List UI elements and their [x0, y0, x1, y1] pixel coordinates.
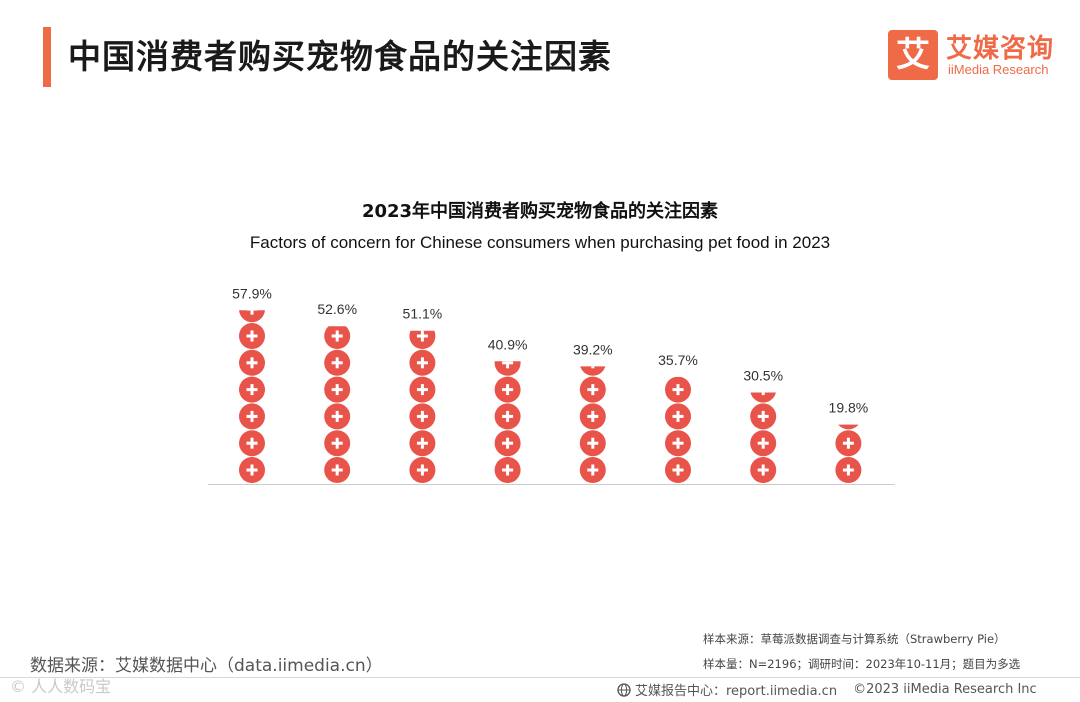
plus-icon-v [420, 357, 424, 369]
plus-icon-v [676, 384, 680, 396]
sample-size-note: 样本量：N=2196；调研时间：2023年10-11月；题目为多选 [703, 657, 1021, 671]
title-accent-bar [43, 27, 51, 87]
plus-icon-v [591, 464, 595, 476]
bar-icon-circle [239, 310, 265, 323]
data-label-8: 19.8% [829, 400, 869, 416]
plus-icon-v [335, 464, 339, 476]
report-center-link[interactable]: 艾媒报告中心：report.iimedia.cn [635, 684, 838, 699]
bar-5 [579, 361, 606, 483]
plus-icon-v [676, 464, 680, 476]
bar-6 [665, 376, 691, 483]
plus-icon-v [676, 437, 680, 449]
plus-icon-v [591, 410, 595, 422]
plus-icon-v [761, 464, 765, 476]
bar-icon-circle [838, 424, 859, 430]
plus-icon-v [846, 437, 850, 449]
bar-4 [494, 361, 521, 483]
logo-cn-text: 艾媒咨询 [946, 34, 1055, 64]
plus-icon-v [250, 310, 254, 315]
plus-icon-v [591, 384, 595, 396]
plus-icon-v [761, 392, 765, 396]
data-label-6: 35.7% [658, 352, 698, 368]
data-label-5: 39.2% [573, 341, 613, 357]
chart-subtitle: Factors of concern for Chinese consumers… [249, 233, 831, 252]
plus-icon-v [846, 464, 850, 476]
bar-1 [239, 310, 265, 483]
plus-icon-v [506, 464, 510, 476]
bar-8 [835, 424, 862, 483]
bar-icon-circle [750, 392, 776, 403]
footer-credit: 艾媒报告中心：report.iimedia.cn ©2023 iiMedia R… [617, 680, 1037, 699]
chart-title: 2023年中国消费者购买宠物食品的关注因素 [361, 201, 719, 222]
plus-icon-v [506, 361, 510, 369]
plus-icon-v [250, 357, 254, 369]
plus-icon-v [506, 384, 510, 396]
plus-icon-v [420, 437, 424, 449]
data-label-7: 30.5% [743, 368, 783, 384]
plus-icon-v [335, 410, 339, 422]
plus-icon-v [420, 410, 424, 422]
plus-icon-v [420, 330, 424, 342]
iimedia-logo: 艾 艾媒咨询 iiMedia Research [888, 30, 1063, 82]
plus-icon-v [420, 384, 424, 396]
copyright-text: ©2023 iiMedia Research Inc [853, 682, 1037, 697]
plus-icon-v [250, 330, 254, 342]
bar-3 [409, 330, 436, 483]
plus-icon-v [250, 384, 254, 396]
plus-icon-h [758, 388, 769, 391]
plus-icon-h [246, 310, 258, 311]
globe-icon [617, 682, 631, 697]
plus-icon-v [335, 437, 339, 449]
plus-icon-v [335, 384, 339, 396]
data-source-note: 数据来源：艾媒数据中心（data.iimedia.cn） [30, 656, 383, 676]
plus-icon-v [506, 410, 510, 422]
plus-icon-v [591, 366, 595, 369]
plus-icon-h [587, 361, 598, 364]
data-label-2: 52.6% [317, 301, 357, 317]
plus-icon-v [506, 437, 510, 449]
plus-icon-v [250, 410, 254, 422]
plus-icon-v [420, 464, 424, 476]
plus-icon-v [761, 437, 765, 449]
page-title: 中国消费者购买宠物食品的关注因素 [68, 37, 612, 76]
logo-en-text: iiMedia Research [948, 62, 1049, 77]
plus-icon-v [250, 464, 254, 476]
data-label-3: 51.1% [403, 306, 443, 322]
plus-icon-v [250, 437, 254, 449]
logo-mark: 艾 [888, 30, 938, 80]
plus-icon-v [335, 330, 339, 342]
bar-2 [324, 326, 351, 483]
data-label-4: 40.9% [488, 336, 528, 352]
data-label-1: 57.9% [232, 285, 272, 301]
sample-source-note: 样本来源：草莓派数据调查与计算系统（Strawberry Pie） [703, 632, 1006, 646]
footer-divider [0, 677, 1080, 678]
plus-icon-v [335, 357, 339, 369]
bar-icon-circle [494, 361, 521, 376]
bar-7 [750, 388, 777, 483]
plus-icon-v [676, 410, 680, 422]
plus-icon-v [591, 437, 595, 449]
watermark: © 人人数码宝 [10, 677, 112, 696]
bar-icon-circle [580, 366, 606, 376]
plus-icon-v [761, 410, 765, 422]
